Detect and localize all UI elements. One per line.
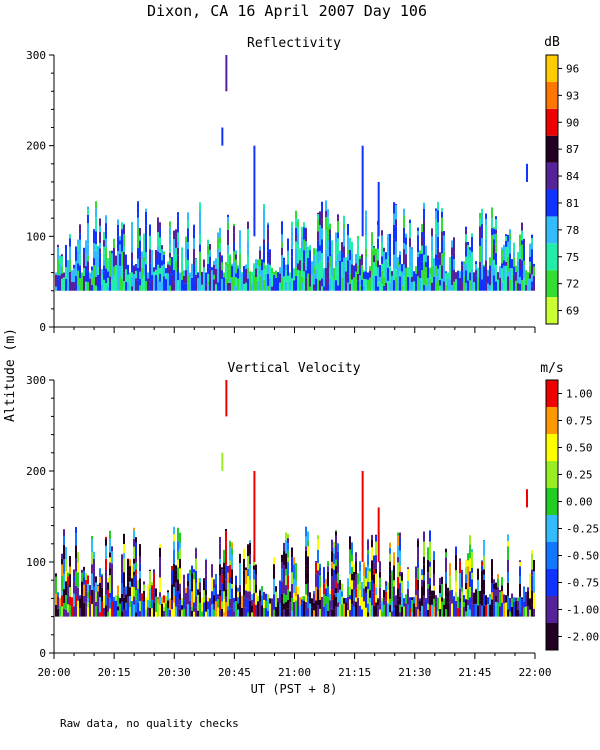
vertical_velocity-colorbar-swatch (546, 434, 558, 461)
reflectivity-colorbar-swatch (546, 297, 558, 324)
vertical_velocity-colorbar-frame (545, 379, 559, 651)
reflectivity-colorbar-label: 72 (566, 278, 579, 291)
vertical_velocity-colorbar-label: -0.50 (566, 550, 599, 563)
vertical_velocity-colorbar-label: -0.75 (566, 577, 599, 590)
reflectivity-panel-title: Reflectivity (247, 36, 341, 51)
velocity-panel-title: Vertical Velocity (227, 361, 360, 376)
reflectivity-colorbar-swatch (546, 108, 558, 136)
vertical_velocity-y-tick-label: 0 (39, 647, 46, 660)
reflectivity-colorbar-unit: dB (544, 35, 560, 50)
vertical_velocity-colorbar-label: 0.75 (566, 415, 593, 428)
reflectivity-colorbar-swatch (546, 270, 558, 298)
vertical_velocity-y-tick-label: 200 (26, 465, 46, 478)
vertical_velocity-x-tick-label: 20:00 (37, 666, 70, 679)
footnote: Raw data, no quality checks (60, 717, 239, 730)
reflectivity-feature (225, 55, 228, 92)
vertical_velocity-colorbar-swatch (546, 623, 558, 650)
reflectivity-feature (361, 145, 364, 237)
vertical_velocity-colorbar-swatch (546, 461, 558, 488)
x-axis-label: UT (PST + 8) (251, 682, 338, 696)
vertical_velocity-feature (525, 489, 528, 508)
vertical_velocity-feature (361, 471, 364, 562)
vertical_velocity-colorbar-label: -1.00 (566, 604, 599, 617)
vertical_velocity-feature (377, 507, 380, 562)
vertical_velocity-x-tick-label: 20:30 (158, 666, 191, 679)
vertical_velocity-colorbar-swatch (546, 407, 558, 434)
vertical_velocity-colorbar-swatch (546, 515, 558, 542)
vertical_velocity-x-tick-label: 21:45 (458, 666, 491, 679)
reflectivity-colorbar-label: 69 (566, 305, 579, 318)
vertical_velocity-colorbar-label: 0.25 (566, 469, 593, 482)
vertical_velocity-x-tick-label: 20:15 (98, 666, 131, 679)
vertical_velocity-colorbar-label: -2.00 (566, 631, 599, 644)
vertical_velocity-colorbar-label: -0.25 (566, 523, 599, 536)
reflectivity-colorbar-swatch (546, 189, 558, 217)
vertical_velocity-x-tick-label: 20:45 (218, 666, 251, 679)
vertical_velocity-y-tick-label: 300 (26, 374, 46, 387)
reflectivity-colorbar-swatch (546, 216, 558, 244)
reflectivity-colorbar-label: 93 (566, 89, 579, 102)
vertical_velocity-echo-curtain (55, 526, 535, 617)
reflectivity-colorbar-label: 84 (566, 170, 580, 183)
figure-title: Dixon, CA 16 April 2007 Day 106 (147, 2, 427, 20)
reflectivity-colorbar-label: 90 (566, 116, 579, 129)
reflectivity-colorbar-label: 96 (566, 62, 579, 75)
velocity-colorbar-unit: m/s (540, 361, 563, 376)
reflectivity-colorbar-frame (545, 54, 559, 325)
vertical_velocity-y-tick-label: 100 (26, 556, 46, 569)
reflectivity-y-tick-label: 100 (26, 230, 46, 243)
reflectivity-feature (377, 181, 380, 237)
vertical_velocity-colorbar-label: 0.00 (566, 496, 593, 509)
vertical_velocity-colorbar-swatch (546, 596, 558, 623)
vertical_velocity-x-tick-label: 21:00 (278, 666, 311, 679)
vertical_velocity-x-tick-label: 21:30 (398, 666, 431, 679)
y-axis-label: Altitude (m) (3, 328, 18, 422)
vertical_velocity-colorbar-label: 1.00 (566, 388, 593, 401)
vertical_velocity-colorbar-swatch (546, 488, 558, 515)
reflectivity-feature (525, 163, 528, 182)
vertical_velocity-feature (253, 471, 256, 562)
reflectivity-colorbar-label: 75 (566, 251, 579, 264)
reflectivity-colorbar-swatch (546, 243, 558, 271)
vertical_velocity-feature (225, 380, 228, 417)
reflectivity-colorbar-swatch (546, 162, 558, 190)
vertical_velocity-colorbar-swatch (546, 542, 558, 569)
vertical_velocity-x-tick-label: 22:00 (518, 666, 551, 679)
reflectivity-colorbar-swatch (546, 135, 558, 163)
reflectivity-colorbar-label: 78 (566, 224, 579, 237)
reflectivity-y-tick-label: 200 (26, 140, 46, 153)
vertical_velocity-colorbar-swatch (546, 380, 558, 407)
vertical_velocity-colorbar-label: 0.50 (566, 442, 593, 455)
reflectivity-y-tick-label: 300 (26, 49, 46, 62)
reflectivity-panel: Reflectivity dB 0 100 200 300 69 72 75 78 81 84 87… (26, 35, 579, 334)
reflectivity-feature (221, 127, 224, 146)
reflectivity-colorbar-label: 87 (566, 143, 579, 156)
vertical_velocity-colorbar-swatch (546, 569, 558, 596)
reflectivity-feature (253, 145, 256, 237)
reflectivity-echo-curtain (55, 200, 535, 291)
reflectivity-colorbar-swatch (546, 55, 558, 82)
reflectivity-y-tick-label: 0 (39, 321, 46, 334)
vertical_velocity-feature (221, 452, 224, 471)
reflectivity-colorbar-swatch (546, 81, 558, 109)
reflectivity-colorbar-label: 81 (566, 197, 579, 210)
velocity-panel: Vertical Velocity m/s 0 100 200 300 20:00 20:… (26, 361, 599, 679)
vertical_velocity-x-tick-label: 21:15 (338, 666, 371, 679)
